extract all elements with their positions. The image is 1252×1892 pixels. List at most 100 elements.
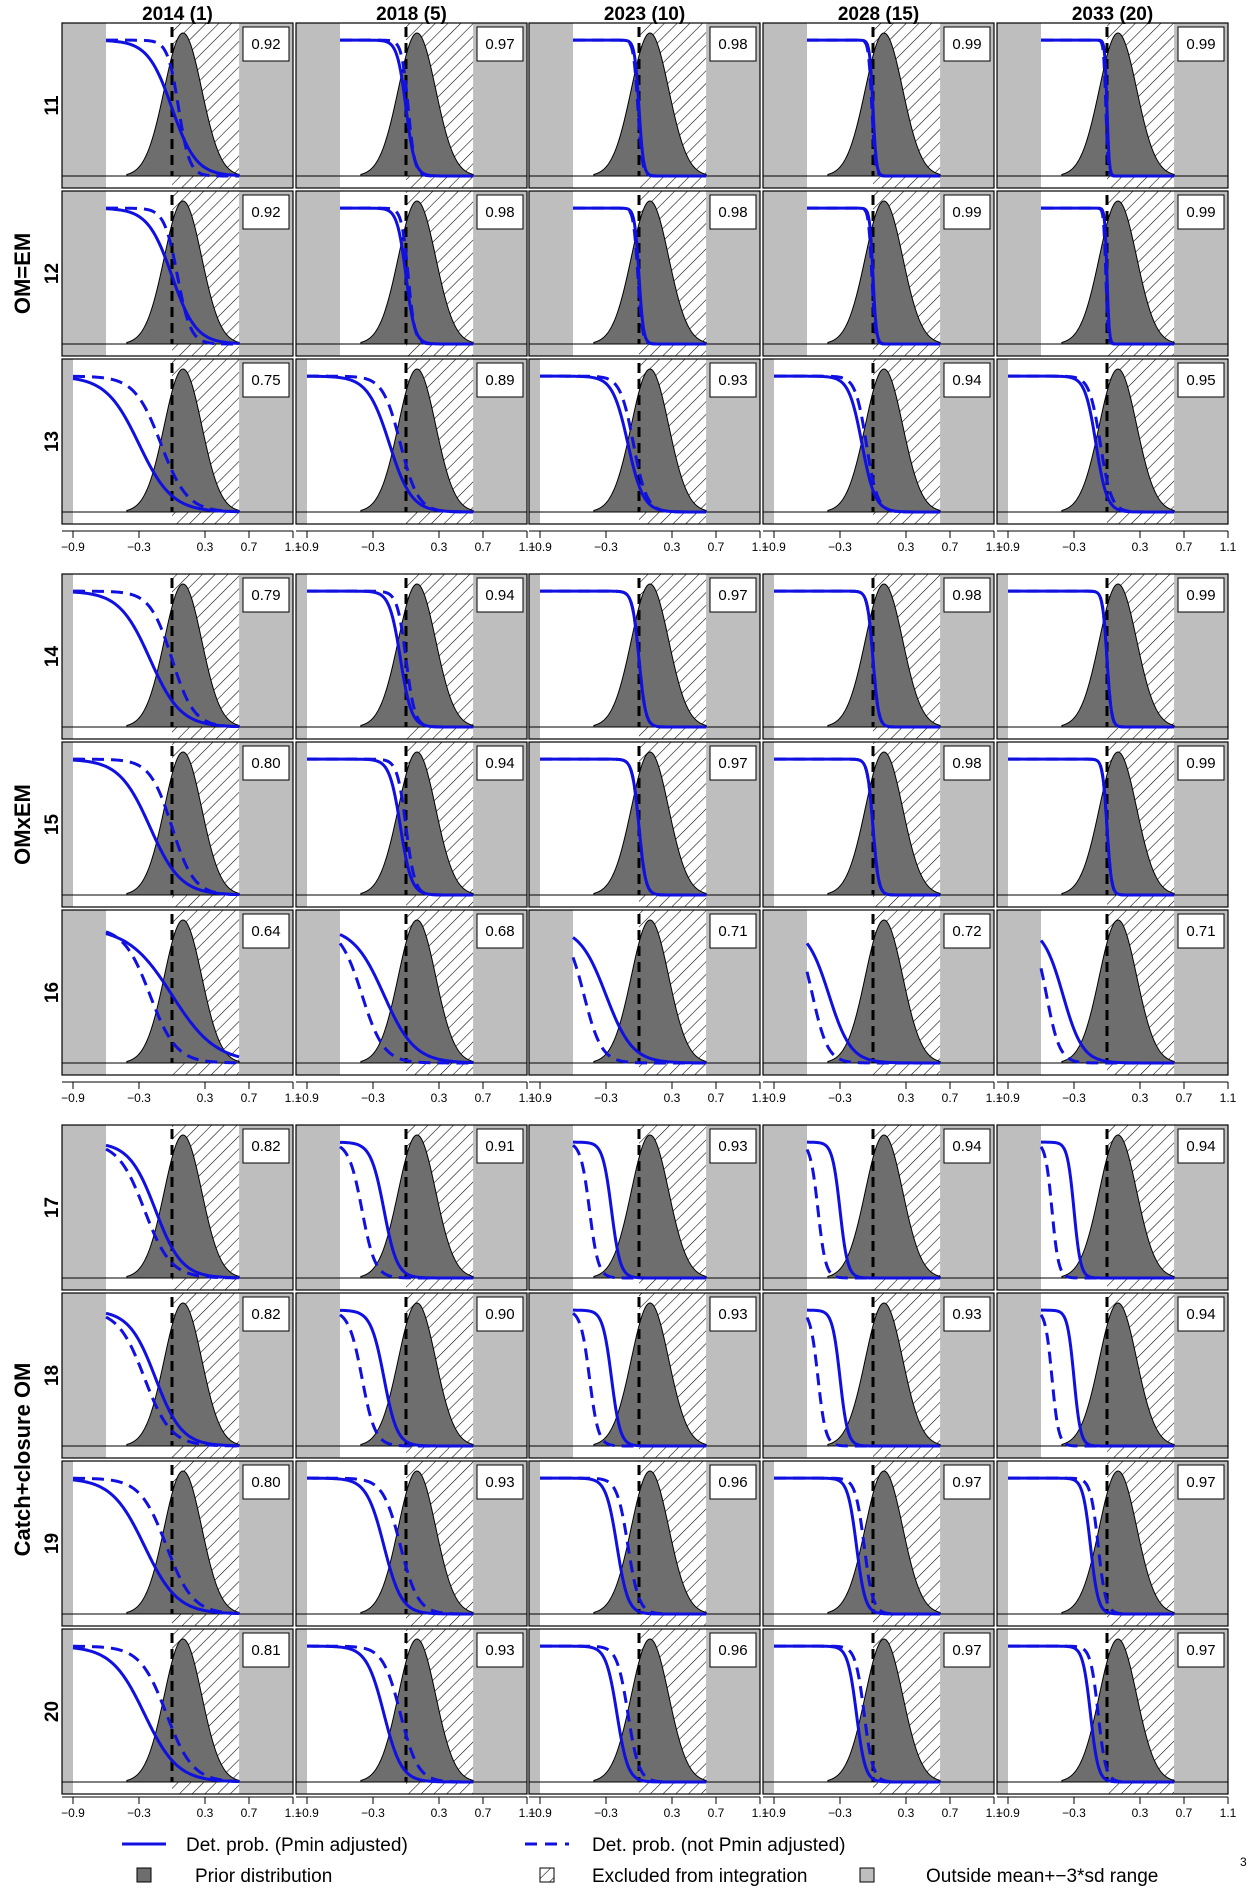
probability-label: 0.80 xyxy=(251,1474,280,1491)
x-tick-label: −0.3 xyxy=(828,1806,852,1820)
panel-frame xyxy=(996,1124,1229,1291)
curve-not-pmin-adjusted xyxy=(307,1476,474,1616)
row-label: 20 xyxy=(42,1701,63,1722)
probability-label: 0.93 xyxy=(485,1642,514,1659)
panel: 0.98 xyxy=(762,741,995,908)
legend-outside-label: Outside mean+−3*sd range xyxy=(926,1866,1158,1887)
row-label: 19 xyxy=(42,1533,63,1554)
probability-label: 0.97 xyxy=(1186,1474,1215,1491)
curve-not-pmin-adjusted xyxy=(1008,374,1175,514)
outside-range-left xyxy=(529,1125,573,1290)
panel-frame xyxy=(762,22,995,189)
x-tick-label: −0.9 xyxy=(762,1091,786,1105)
x-tick-label: −0.9 xyxy=(762,540,786,554)
probability-box xyxy=(242,745,290,781)
x-tick-label: 0.3 xyxy=(1132,540,1149,554)
prior-distribution xyxy=(126,32,240,177)
prior-distribution xyxy=(593,919,707,1064)
panel: 0.94 xyxy=(295,741,528,908)
x-tick-label: −0.9 xyxy=(528,1091,552,1105)
probability-box xyxy=(476,913,524,949)
panel: 0.93 xyxy=(528,358,761,525)
legend: Det. prob. (Pmin adjusted) Det. prob. (no… xyxy=(122,1835,1247,1887)
curve-pmin-adjusted xyxy=(339,1308,474,1448)
prior-distribution xyxy=(1061,583,1175,728)
panel: 0.68 xyxy=(295,909,528,1076)
curve-not-pmin-adjusted xyxy=(1041,38,1175,178)
prior-distribution xyxy=(1061,751,1175,896)
outside-range-left xyxy=(997,1125,1041,1290)
panel: 0.97 xyxy=(762,1628,995,1795)
panel: 0.97 xyxy=(996,1628,1229,1795)
panel-frame xyxy=(528,1460,761,1627)
panel-frame xyxy=(295,909,528,1076)
panel-grid: 0.92 0.97 0.98 0.99 0.99 0.92 0.98 0.98 0.99 0.99… xyxy=(61,22,1229,1795)
curve-not-pmin-adjusted xyxy=(805,971,941,1065)
x-tick-label: −0.3 xyxy=(828,540,852,554)
curve-not-pmin-adjusted xyxy=(805,1316,941,1448)
probability-box xyxy=(943,26,991,62)
outside-range-left xyxy=(296,23,340,188)
curve-not-pmin-adjusted xyxy=(807,38,941,178)
x-tick-label: 0.3 xyxy=(898,1806,915,1820)
probability-label: 0.95 xyxy=(1186,372,1215,389)
x-tick-label: 1.1 xyxy=(752,1091,769,1105)
panel-frame xyxy=(996,1460,1229,1627)
row-label: 13 xyxy=(42,431,63,452)
row-label: 18 xyxy=(42,1365,63,1386)
probability-box xyxy=(709,577,757,613)
probability-box xyxy=(709,1296,757,1332)
panel-frame xyxy=(61,741,294,908)
x-tick-label: −0.3 xyxy=(1062,1091,1086,1105)
probability-box xyxy=(1177,194,1225,230)
prior-distribution xyxy=(827,1638,941,1783)
curve-not-pmin-adjusted xyxy=(1041,206,1175,346)
x-tick-label: −0.9 xyxy=(528,1806,552,1820)
outside-range-left xyxy=(62,910,106,1075)
prior-distribution xyxy=(827,583,941,728)
x-tick-label: 0.3 xyxy=(664,1806,681,1820)
figure-labels: 2014 (1) 2018 (5) 2023 (10) 2028 (15) 2033 (… xyxy=(10,4,1237,1820)
prior-distribution xyxy=(1061,1638,1175,1783)
panel-frame xyxy=(762,1292,995,1459)
outside-range-left xyxy=(997,742,1008,907)
outside-range-left xyxy=(529,191,573,356)
x-tick-label: −0.3 xyxy=(828,1091,852,1105)
prior-distribution xyxy=(126,1470,240,1615)
panel-frame xyxy=(295,1460,528,1627)
panel-frame xyxy=(996,22,1229,189)
probability-label: 0.97 xyxy=(485,36,514,53)
x-tick-label: −0.9 xyxy=(996,540,1020,554)
probability-box xyxy=(242,1464,290,1500)
prior-distribution xyxy=(360,32,474,177)
x-tick-label: 0.3 xyxy=(431,1091,448,1105)
panel-frame xyxy=(762,358,995,525)
probability-label: 0.92 xyxy=(251,36,280,53)
page-number: 3 xyxy=(1240,1855,1247,1869)
x-tick-label: 1.1 xyxy=(519,1091,536,1105)
column-title: 2033 (20) xyxy=(1072,4,1153,25)
probability-label: 0.93 xyxy=(485,1474,514,1491)
probability-box xyxy=(1177,362,1225,398)
x-tick-label: 0.7 xyxy=(475,540,492,554)
probability-box xyxy=(1177,913,1225,949)
probability-label: 0.99 xyxy=(1186,204,1215,221)
panel-frame xyxy=(762,909,995,1076)
curve-not-pmin-adjusted xyxy=(571,956,707,1065)
probability-box xyxy=(1177,1632,1225,1668)
panel-frame xyxy=(528,741,761,908)
prior-distribution xyxy=(1061,368,1175,513)
probability-box xyxy=(476,1464,524,1500)
panel: 0.99 xyxy=(996,741,1229,908)
curve-not-pmin-adjusted xyxy=(805,1148,941,1280)
curve-not-pmin-adjusted xyxy=(72,757,240,897)
panel-frame xyxy=(61,22,294,189)
outside-range-left xyxy=(62,1125,106,1290)
x-tick-label: 1.1 xyxy=(519,1806,536,1820)
panel: 0.99 xyxy=(996,190,1229,357)
curve-not-pmin-adjusted xyxy=(1008,589,1175,729)
curve-not-pmin-adjusted xyxy=(72,1476,240,1615)
panel: 0.82 xyxy=(61,1292,294,1459)
x-tick-label: 0.7 xyxy=(1176,540,1193,554)
